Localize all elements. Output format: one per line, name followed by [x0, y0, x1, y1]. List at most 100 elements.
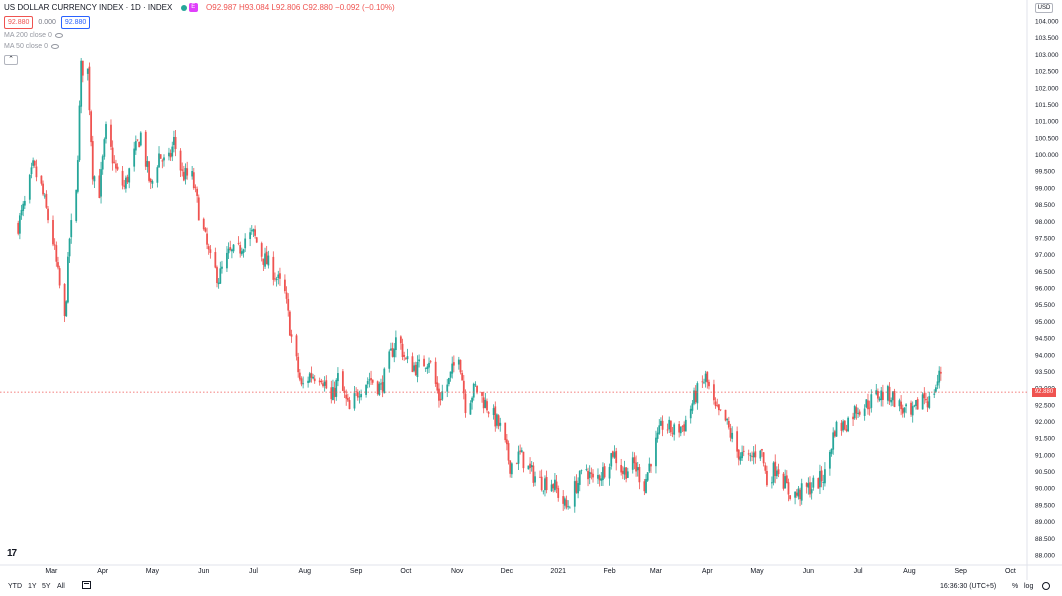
candle-body	[285, 292, 288, 299]
candle-body	[414, 364, 417, 376]
calendar-icon[interactable]	[82, 581, 91, 589]
candle-body	[891, 391, 894, 401]
candle-body	[578, 471, 581, 485]
candle-body	[101, 156, 104, 170]
range-all-button[interactable]: All	[57, 583, 65, 590]
candle-body	[877, 391, 879, 399]
candle-body	[139, 132, 142, 146]
candle-body	[284, 279, 286, 292]
candle-body	[237, 243, 240, 244]
candle-body	[568, 507, 571, 509]
candle-body	[149, 178, 152, 183]
candle-body	[938, 370, 941, 383]
price-tick-label: 101.500	[1035, 102, 1059, 109]
candle-body	[216, 267, 218, 284]
range-5y-button[interactable]: 5Y	[42, 583, 51, 590]
time-tick-label: Dec	[501, 568, 514, 575]
candle-body	[451, 363, 454, 374]
candle-body	[684, 419, 687, 432]
percent-toggle[interactable]: %	[1012, 583, 1019, 590]
symbol-title[interactable]: US DOLLAR CURRENCY INDEX · 1D · INDEX	[4, 3, 173, 12]
eye-icon[interactable]	[54, 32, 63, 38]
time-tick-label: Oct	[1005, 568, 1016, 575]
candle-body	[182, 171, 185, 181]
candle-body	[353, 393, 356, 409]
candle-body	[63, 283, 66, 316]
candle-body	[678, 424, 681, 433]
range-1y-button[interactable]: 1Y	[28, 583, 37, 590]
candle-body	[348, 400, 351, 410]
price-tick-label: 101.000	[1035, 119, 1059, 126]
candle-body	[423, 358, 425, 367]
range-ytd-button[interactable]: YTD	[8, 583, 22, 590]
candle-body	[600, 478, 603, 481]
candle-body	[496, 414, 498, 426]
time-tick-label: May	[146, 568, 160, 575]
clock-readout[interactable]: 16:36:30 (UTC+5)	[940, 583, 997, 590]
price-tick-label: 90.500	[1035, 469, 1055, 476]
candle-body	[567, 506, 570, 508]
candle-body	[915, 400, 917, 406]
candle-body	[855, 407, 858, 414]
candle-body	[681, 425, 684, 427]
candle-body	[638, 467, 641, 483]
candle-body	[916, 399, 919, 410]
candle-body	[239, 245, 242, 254]
ma50-indicator-row[interactable]: MA 50 close 0	[4, 43, 59, 50]
candle-body	[784, 476, 787, 489]
candle-body	[115, 163, 117, 169]
candle-body	[371, 379, 374, 383]
candle-body	[587, 470, 589, 480]
candle-body	[857, 412, 859, 414]
candle-body	[575, 480, 578, 493]
candle-body	[554, 479, 556, 491]
price-tick-label: 98.000	[1035, 219, 1055, 226]
time-tick-label: 2021	[550, 568, 566, 575]
candle-body	[380, 383, 382, 385]
candle-body	[55, 245, 58, 262]
candle-body	[265, 251, 268, 265]
candle-body	[53, 244, 56, 246]
candle-body	[366, 381, 369, 385]
collapse-legend-button[interactable]: ⌃	[4, 55, 18, 65]
candle-body	[703, 382, 705, 384]
ask-price[interactable]: 92.880	[60, 16, 91, 29]
candle-body	[297, 356, 300, 373]
price-tick-label: 89.000	[1035, 519, 1055, 526]
price-tick-label: 88.000	[1035, 552, 1055, 559]
candle-body	[158, 153, 160, 168]
candle-body	[262, 258, 265, 265]
candle-body	[870, 394, 873, 408]
candle-body	[656, 432, 659, 439]
time-tick-label: Apr	[97, 568, 109, 575]
candle-body	[438, 388, 440, 401]
candle-body	[795, 492, 798, 496]
candle-body	[279, 273, 281, 279]
price-tick-label: 91.000	[1035, 452, 1055, 459]
candle-body	[134, 141, 137, 151]
price-tick-label: 93.500	[1035, 369, 1055, 376]
settings-icon[interactable]	[1042, 582, 1050, 590]
candle-body	[481, 392, 483, 396]
candle-body	[729, 428, 732, 438]
candle-body	[401, 343, 404, 357]
candle-body	[724, 409, 727, 421]
candle-body	[381, 382, 384, 392]
candle-body	[545, 477, 548, 491]
candle-body	[747, 453, 750, 455]
log-toggle[interactable]: log	[1024, 583, 1034, 590]
ma200-indicator-row[interactable]: MA 200 close 0	[4, 32, 63, 39]
candle-body	[272, 256, 275, 280]
bid-price[interactable]: 92.880	[4, 16, 34, 29]
candle-body	[459, 359, 462, 373]
eye-icon[interactable]	[50, 43, 59, 49]
tradingview-logo-icon[interactable]: 17	[7, 548, 17, 559]
currency-button[interactable]: USD	[1035, 3, 1053, 13]
price-tick-label: 103.500	[1035, 35, 1059, 42]
ma200-label: MA 200 close 0	[4, 32, 52, 39]
candle-body	[832, 432, 835, 450]
candle-body	[86, 68, 89, 74]
candle-body	[209, 249, 212, 253]
candle-body	[522, 451, 525, 469]
